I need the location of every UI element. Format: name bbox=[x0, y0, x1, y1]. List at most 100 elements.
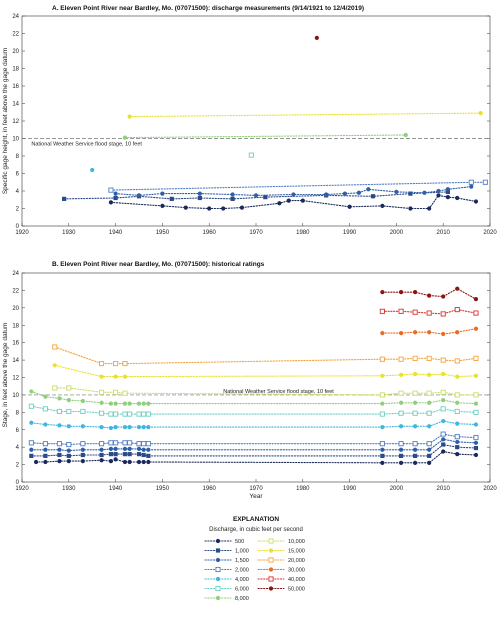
panel-b-data-point bbox=[427, 460, 432, 465]
panel-a-data-point bbox=[436, 193, 441, 198]
panel-b-y-tick-label: 2 bbox=[16, 463, 20, 469]
panel-a-data-point bbox=[108, 187, 114, 193]
panel-a-data-point bbox=[445, 189, 450, 194]
panel-a-data-point bbox=[356, 190, 362, 195]
panel-a-series-line bbox=[115, 186, 472, 196]
panel-a-data-point bbox=[122, 135, 128, 140]
panel-a-data-point bbox=[253, 193, 259, 198]
panel-b-x-tick-label: 1960 bbox=[203, 486, 217, 492]
panel-b-y-tick-label: 24 bbox=[12, 271, 19, 277]
panel-b-data-point bbox=[99, 389, 105, 395]
panel-b-data-point bbox=[66, 453, 71, 458]
legend-swatch-marker bbox=[215, 557, 221, 563]
panel-b-data-point bbox=[441, 442, 446, 447]
panel-b-data-point bbox=[122, 440, 128, 446]
panel-b-data-point bbox=[441, 437, 446, 442]
panel-b-x-tick-label: 1940 bbox=[109, 486, 123, 492]
panel-a-data-point bbox=[113, 191, 118, 196]
legend-item-label: 30,000 bbox=[288, 568, 305, 574]
panel-b-data-point bbox=[108, 459, 114, 464]
panel-a-y-tick-label: 4 bbox=[16, 189, 20, 195]
panel-b-data-point bbox=[122, 446, 128, 452]
panel-b-data-point bbox=[127, 425, 132, 430]
panel-b-data-point bbox=[127, 459, 132, 465]
panel-b-series-line bbox=[54, 364, 477, 378]
panel-b-data-point bbox=[398, 290, 404, 295]
panel-b-data-point bbox=[57, 423, 62, 428]
panel-a-data-point bbox=[347, 204, 352, 209]
panel-b-data-point bbox=[99, 425, 104, 430]
panel-b-data-point bbox=[412, 390, 418, 396]
panel-b-series-line bbox=[30, 438, 477, 452]
panel-b-data-point bbox=[454, 408, 460, 415]
panel-b-data-point bbox=[42, 441, 48, 447]
legend-swatch-marker bbox=[268, 548, 274, 553]
panel-b-data-point bbox=[141, 447, 146, 452]
panel-a-data-point bbox=[239, 205, 245, 210]
panel-b-data-point bbox=[141, 452, 146, 458]
legend-item-label: 4,000 bbox=[235, 577, 249, 583]
panel-a-y-tick-label: 22 bbox=[12, 32, 19, 38]
panel-b-data-point bbox=[146, 453, 151, 458]
panel-b-data-point bbox=[108, 452, 114, 457]
panel-b-x-tick-label: 1930 bbox=[62, 486, 76, 492]
panel-b-data-point bbox=[379, 441, 385, 447]
panel-b-x-tick-label: 1980 bbox=[296, 486, 310, 492]
panel-b-data-point bbox=[108, 411, 114, 417]
panel-b-data-point bbox=[141, 401, 146, 406]
panel-b-data-point bbox=[33, 459, 39, 465]
panel-b-data-point bbox=[127, 440, 133, 446]
panel-b-y-tick-label: 12 bbox=[12, 376, 19, 382]
panel-b-data-point bbox=[113, 446, 118, 452]
panel-b-data-point bbox=[440, 357, 446, 363]
panel-b-data-point bbox=[454, 392, 460, 398]
panel-b-data-point bbox=[122, 452, 128, 457]
legend-item-label: 50,000 bbox=[288, 587, 305, 593]
panel-a-y-tick-label: 18 bbox=[12, 67, 19, 73]
panel-a-data-point bbox=[342, 191, 348, 196]
panel-b-data-point bbox=[66, 442, 72, 448]
panel-b-data-point bbox=[99, 447, 104, 452]
panel-a-x-tick-label: 1920 bbox=[15, 230, 29, 236]
panel-b-data-point bbox=[426, 390, 432, 396]
panel-b-x-tick-label: 2000 bbox=[390, 486, 404, 492]
panel-b-data-point bbox=[28, 440, 34, 446]
panel-b-data-point bbox=[146, 425, 151, 430]
panel-b-data-point bbox=[141, 441, 147, 447]
panel-b-y-tick-label: 8 bbox=[16, 410, 20, 416]
panel-a-data-point bbox=[160, 191, 165, 196]
legend-swatch-marker bbox=[268, 576, 274, 582]
panel-b-data-point bbox=[122, 425, 128, 430]
panel-b-series-line bbox=[54, 387, 477, 396]
panel-a-x-tick-label: 1970 bbox=[249, 230, 263, 236]
panel-a-data-point bbox=[291, 192, 296, 197]
panel-b-data-point bbox=[99, 400, 104, 405]
panel-b-data-point bbox=[427, 330, 432, 335]
panel-b-x-axis-title: Year bbox=[249, 493, 263, 500]
panel-b-data-point bbox=[113, 425, 118, 430]
panel-a-data-point bbox=[230, 196, 235, 201]
panel-b-data-point bbox=[455, 421, 460, 426]
panel-b-data-point bbox=[440, 311, 446, 317]
panel-b-series-line bbox=[30, 390, 477, 405]
panel-a-flood-stage-label: National Weather Service flood stage, 10… bbox=[31, 142, 142, 148]
panel-b-data-point bbox=[99, 410, 105, 416]
panel-b-data-point bbox=[380, 373, 385, 378]
panel-a-y-tick-label: 10 bbox=[12, 137, 19, 143]
legend-subtitle: Discharge, in cubic feet per second bbox=[209, 527, 303, 533]
panel-b-data-point bbox=[66, 424, 71, 429]
panel-b-data-point bbox=[473, 440, 479, 445]
panel-b-data-point bbox=[136, 441, 142, 447]
panel-a-x-tick-label: 1960 bbox=[203, 230, 217, 236]
panel-b-data-point bbox=[108, 440, 114, 446]
panel-b-data-point bbox=[113, 457, 118, 462]
panel-b-data-point bbox=[122, 374, 128, 379]
panel-b-data-point bbox=[473, 355, 479, 361]
panel-b-data-point bbox=[136, 401, 142, 406]
panel-b-data-point bbox=[398, 441, 404, 447]
panel-b-data-point bbox=[145, 411, 151, 417]
panel-b-data-point bbox=[28, 403, 34, 409]
panel-b-data-point bbox=[413, 290, 418, 295]
panel-b-data-point bbox=[80, 459, 85, 464]
panel-b-data-point bbox=[141, 459, 146, 465]
